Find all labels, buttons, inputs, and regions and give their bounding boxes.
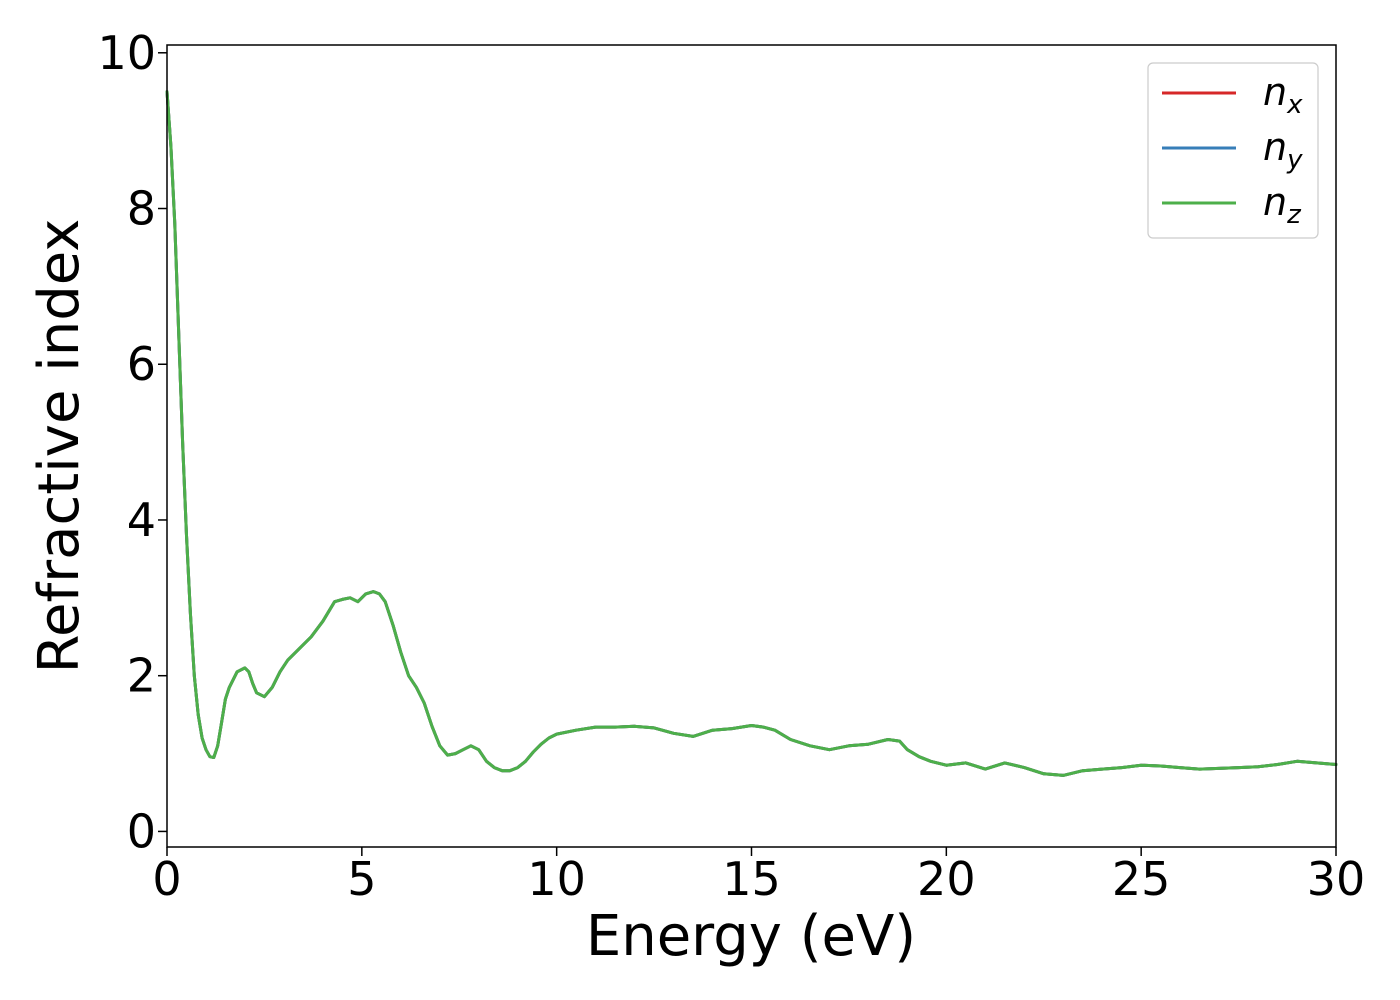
x-tick-label: 15 <box>722 852 781 906</box>
y-axis-ticks: 0 2 4 6 8 10 <box>97 26 167 858</box>
y-tick-label: 8 <box>127 182 156 236</box>
legend-label-main: n <box>1263 125 1287 169</box>
x-tick-label: 25 <box>1112 852 1171 906</box>
legend-label-x: nx <box>1263 70 1303 120</box>
legend-label-subscript: z <box>1286 200 1302 230</box>
series-line-z <box>165 90 1338 777</box>
y-tick-label: 0 <box>127 804 156 858</box>
legend-label-main: n <box>1263 180 1287 224</box>
y-tick-label: 4 <box>127 493 156 547</box>
y-axis-label: Refractive index <box>27 219 92 674</box>
x-tick-label: 30 <box>1307 852 1366 906</box>
legend-label-subscript: y <box>1286 145 1303 175</box>
y-tick-label: 10 <box>97 26 156 80</box>
x-tick-label: 10 <box>527 852 586 906</box>
legend-box <box>1147 62 1319 239</box>
y-tick-label: 6 <box>127 337 156 391</box>
legend-label-z: nz <box>1263 180 1302 230</box>
legend-label-y: ny <box>1263 125 1303 175</box>
x-axis-ticks: 0 5 10 15 20 25 30 <box>152 847 1365 906</box>
y-tick-label: 2 <box>127 649 156 703</box>
x-tick-label: 5 <box>347 852 376 906</box>
legend-label-subscript: x <box>1286 90 1303 120</box>
x-axis-label: Energy (eV) <box>586 904 916 969</box>
x-tick-label: 0 <box>152 852 181 906</box>
legend-label-main: n <box>1263 70 1287 114</box>
plot-lines <box>165 90 1338 777</box>
x-tick-label: 20 <box>917 852 976 906</box>
